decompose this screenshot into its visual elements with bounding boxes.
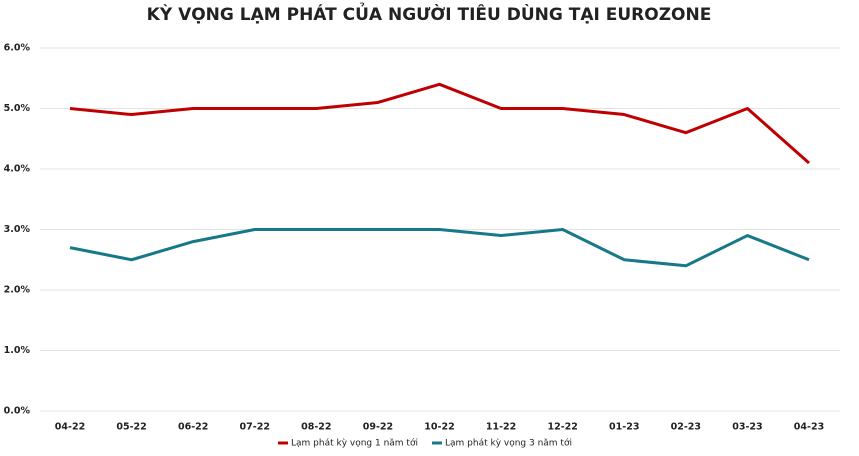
x-tick-label: 01-23 xyxy=(609,422,639,433)
x-tick-label: 06-22 xyxy=(178,422,208,433)
x-tick-label: 04-22 xyxy=(55,422,85,433)
y-tick-label: 1.0% xyxy=(4,345,31,356)
x-tick-label: 03-23 xyxy=(732,422,762,433)
x-tick-label: 02-23 xyxy=(671,422,701,433)
x-tick-label: 04-23 xyxy=(794,422,824,433)
x-tick-label: 05-22 xyxy=(116,422,146,433)
x-tick-label: 09-22 xyxy=(363,422,393,433)
series-line xyxy=(69,228,810,268)
y-tick-label: 5.0% xyxy=(4,103,31,114)
x-tick-label: 12-22 xyxy=(547,422,577,433)
y-tick-label: 3.0% xyxy=(4,224,31,235)
legend-label: Lạm phát kỳ vọng 1 năm tới xyxy=(291,438,418,449)
y-tick-label: 6.0% xyxy=(4,43,31,54)
y-tick-label: 2.0% xyxy=(4,285,31,296)
y-tick-label: 0.0% xyxy=(4,406,31,417)
x-tick-label: 07-22 xyxy=(240,422,270,433)
x-tick-label: 08-22 xyxy=(301,422,331,433)
legend-label: Lạm phát kỳ vọng 3 năm tới xyxy=(445,438,572,449)
series-line xyxy=(69,82,810,165)
y-tick-label: 4.0% xyxy=(4,164,31,175)
chart-title: KỲ VỌNG LẠM PHÁT CỦA NGƯỜI TIÊU DÙNG TẠI… xyxy=(147,1,712,25)
x-tick-label: 10-22 xyxy=(424,422,454,433)
x-tick-label: 11-22 xyxy=(486,422,516,433)
